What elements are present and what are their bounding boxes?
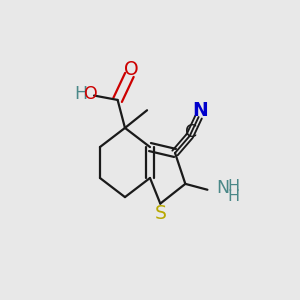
Text: S: S xyxy=(154,204,166,224)
Text: O: O xyxy=(124,60,138,79)
Text: C: C xyxy=(185,123,197,141)
Text: N: N xyxy=(216,179,229,197)
Text: N: N xyxy=(192,101,208,120)
Text: H: H xyxy=(228,189,240,204)
Text: H: H xyxy=(228,179,240,194)
Text: H: H xyxy=(74,85,87,103)
Text: O: O xyxy=(84,85,98,103)
